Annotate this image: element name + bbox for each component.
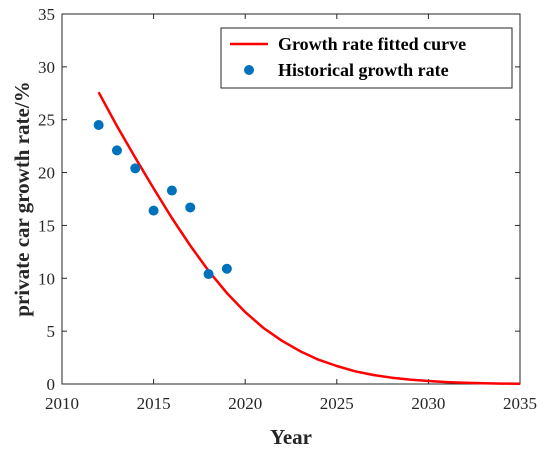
y-axis-title: private car growth rate/%	[10, 81, 34, 316]
legend-entry-fitted-curve: Growth rate fitted curve	[278, 34, 466, 54]
historical-point	[203, 269, 214, 280]
x-tick-label: 2010	[45, 394, 79, 413]
y-tick-label: 15	[38, 216, 55, 235]
y-tick-label: 0	[47, 375, 56, 394]
legend-marker-swatch	[244, 65, 254, 75]
y-axis: 0 5 10 15 20 25 30 35	[38, 5, 520, 394]
x-tick-label: 2015	[137, 394, 171, 413]
y-tick-label: 30	[38, 58, 55, 77]
x-tick-label: 2025	[320, 394, 354, 413]
y-tick-label: 5	[47, 322, 56, 341]
legend: Growth rate fitted curve Historical grow…	[220, 27, 513, 89]
x-tick-label: 2030	[411, 394, 445, 413]
legend-box	[220, 27, 513, 89]
historical-point	[130, 163, 141, 174]
legend-entry-historical: Historical growth rate	[278, 60, 449, 80]
historical-point	[185, 202, 196, 213]
fitted-curve-line	[97, 91, 521, 386]
historical-point	[93, 120, 104, 130]
x-tick-label: 2020	[228, 394, 262, 413]
y-tick-label: 20	[38, 164, 55, 183]
historical-point	[221, 263, 232, 274]
historical-point	[166, 185, 177, 196]
y-tick-label: 10	[38, 269, 55, 288]
historical-point	[111, 145, 122, 156]
x-axis-title: Year	[270, 425, 312, 449]
x-tick-label: 2035	[503, 394, 537, 413]
series-layer	[93, 91, 521, 386]
y-tick-label: 25	[38, 111, 55, 130]
historical-point	[148, 205, 159, 216]
y-tick-label: 35	[38, 5, 55, 24]
